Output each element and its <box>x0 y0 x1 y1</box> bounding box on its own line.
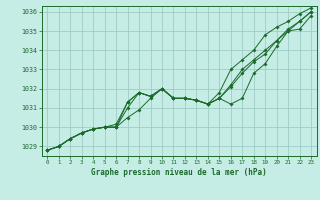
X-axis label: Graphe pression niveau de la mer (hPa): Graphe pression niveau de la mer (hPa) <box>91 168 267 177</box>
